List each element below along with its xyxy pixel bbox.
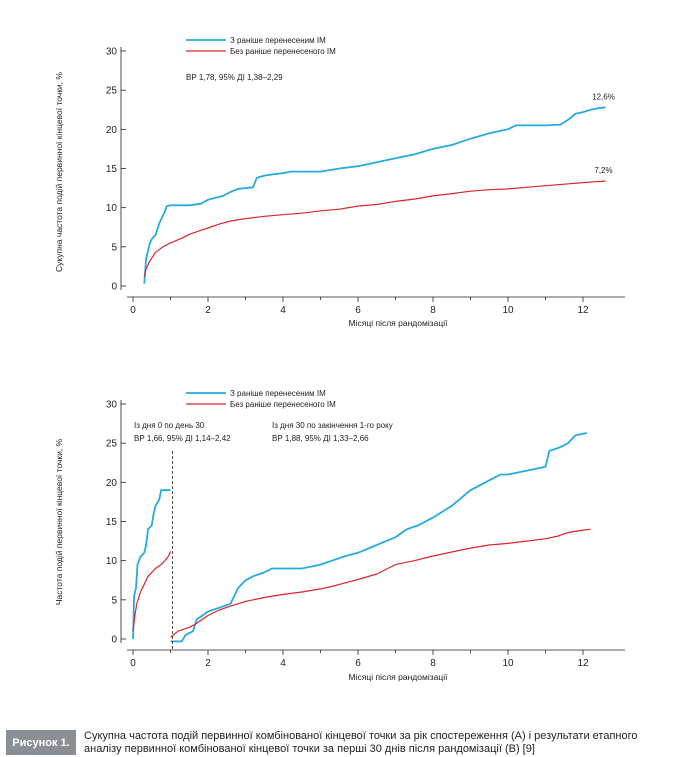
y-tick-label: 25 bbox=[106, 86, 118, 97]
series-end-label: 12,6% bbox=[592, 92, 615, 101]
y-tick-label: 20 bbox=[106, 478, 118, 489]
figure-caption-text: Сукупна частота подій первинної комбінов… bbox=[84, 730, 638, 755]
series-line bbox=[170, 432, 587, 643]
x-tick-label: 10 bbox=[502, 658, 514, 669]
y-axis-label: Частота подій первинної кінцевої точки, … bbox=[54, 438, 64, 605]
x-tick-label: 2 bbox=[205, 305, 211, 316]
series-line bbox=[143, 106, 606, 284]
period-annotation-title: Із дня 30 по закінчення 1-го року bbox=[272, 421, 393, 430]
x-tick-label: 10 bbox=[502, 305, 514, 316]
x-tick-label: 4 bbox=[280, 658, 286, 669]
x-tick-label: 8 bbox=[430, 305, 436, 316]
x-tick-label: 6 bbox=[355, 305, 361, 316]
legend-label: З раніше перенесеним ІМ bbox=[230, 36, 326, 45]
y-tick-label: 0 bbox=[111, 282, 117, 293]
x-tick-label: 0 bbox=[130, 305, 136, 316]
y-tick-label: 5 bbox=[111, 595, 117, 606]
series-line bbox=[170, 528, 591, 638]
x-tick-label: 12 bbox=[577, 658, 589, 669]
series-end-label: 7,2% bbox=[594, 166, 612, 175]
y-tick-label: 0 bbox=[111, 635, 117, 646]
series-line bbox=[143, 180, 606, 277]
x-axis-label: Місяці після рандомізації bbox=[349, 672, 449, 682]
series-line bbox=[132, 551, 172, 632]
x-tick-label: 0 bbox=[130, 658, 136, 669]
y-tick-label: 10 bbox=[106, 203, 118, 214]
legend-label: З раніше перенесеним ІМ bbox=[230, 389, 326, 398]
y-tick-label: 30 bbox=[106, 400, 118, 411]
y-tick-label: 10 bbox=[106, 556, 118, 567]
chart-b: 0 5 10 15 20 25 30 0 2 4 6 8 10 12 Місяці після рандом… bbox=[54, 389, 625, 682]
period-annotation-hr: ВР 1,66, 95% ДІ 1,14–2,42 bbox=[134, 434, 231, 443]
y-tick-label: 30 bbox=[106, 47, 118, 58]
y-tick-label: 20 bbox=[106, 125, 118, 136]
period-annotation-title: Із дня 0 по день 30 bbox=[134, 421, 205, 430]
y-tick-label: 15 bbox=[106, 517, 118, 528]
x-tick-label: 4 bbox=[280, 305, 286, 316]
x-tick-label: 12 bbox=[577, 305, 589, 316]
x-tick-label: 8 bbox=[430, 658, 436, 669]
chart-a: 0 5 10 15 20 25 30 0 2 4 6 8 10 12 Місяці після рандом… bbox=[54, 36, 625, 328]
x-tick-label: 2 bbox=[205, 658, 211, 669]
y-axis-label: Сукупна частота подій первинної кінцевої… bbox=[54, 72, 64, 272]
y-tick-label: 15 bbox=[106, 164, 118, 175]
y-tick-label: 25 bbox=[106, 439, 118, 450]
figure-caption-tag: Рисунок 1. bbox=[6, 730, 76, 755]
legend-label: Без раніше перенесеного ІМ bbox=[230, 47, 336, 56]
x-axis-label: Місяці після рандомізації bbox=[349, 318, 449, 328]
x-tick-label: 6 bbox=[355, 658, 361, 669]
legend-label: Без раніше перенесеного ІМ bbox=[230, 400, 336, 409]
series-line bbox=[132, 489, 171, 640]
y-tick-label: 5 bbox=[111, 242, 117, 253]
hr-annotation: ВР 1,78, 95% ДІ 1,38–2,29 bbox=[186, 73, 283, 82]
period-annotation-hr: ВР 1,88, 95% ДІ 1,33–2,66 bbox=[272, 434, 369, 443]
